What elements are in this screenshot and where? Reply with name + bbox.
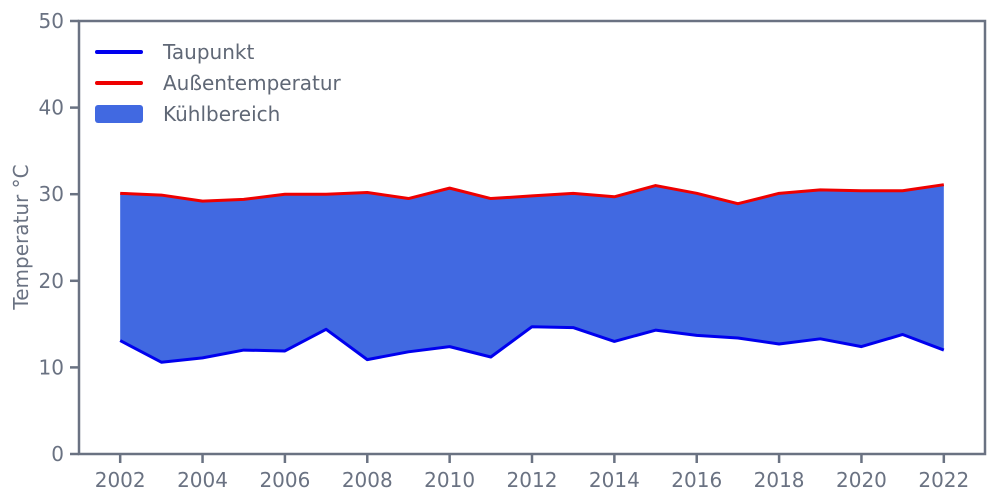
y-tick-label: 50 — [39, 9, 64, 33]
x-tick-label: 2016 — [671, 468, 722, 492]
legend-line-swatch — [95, 49, 145, 54]
legend-item-k-hlbereich: Kühlbereich — [95, 98, 341, 129]
legend-label: Taupunkt — [163, 39, 255, 64]
x-tick-label: 2018 — [754, 468, 805, 492]
x-tick-label: 2014 — [589, 468, 640, 492]
y-tick-label: 40 — [39, 96, 64, 120]
legend-label: Außentemperatur — [163, 70, 341, 95]
x-tick-label: 2010 — [424, 468, 475, 492]
y-tick-label: 0 — [51, 442, 64, 466]
legend-line-swatch — [95, 80, 145, 85]
y-tick-label: 10 — [39, 355, 64, 379]
line-swatch-color — [95, 49, 143, 54]
legend-item-au-entemperatur: Außentemperatur — [95, 67, 341, 98]
chart-legend: Taupunkt Außentemperatur Kühlbereich — [95, 36, 341, 129]
legend-item-taupunkt: Taupunkt — [95, 36, 341, 67]
taupunkt-line — [119, 325, 945, 364]
x-tick-label: 2008 — [342, 468, 393, 492]
x-tick-label: 2012 — [507, 468, 558, 492]
patch-swatch-color — [95, 104, 143, 123]
x-tick-label: 2006 — [259, 468, 310, 492]
kuehlbereich-area — [120, 184, 944, 363]
x-tick-label: 2004 — [177, 468, 228, 492]
y-tick-label: 30 — [39, 182, 64, 206]
aussentemperatur-line — [120, 183, 945, 206]
y-axis-label: Temperatur °C — [9, 164, 33, 310]
legend-label: Kühlbereich — [163, 101, 281, 126]
x-tick-label: 2020 — [836, 468, 887, 492]
x-tick-label: 2022 — [918, 468, 969, 492]
line-swatch-color — [95, 80, 143, 85]
legend-patch-swatch — [95, 104, 145, 123]
x-tick-label: 2002 — [95, 468, 146, 492]
y-tick-label: 20 — [39, 269, 64, 293]
